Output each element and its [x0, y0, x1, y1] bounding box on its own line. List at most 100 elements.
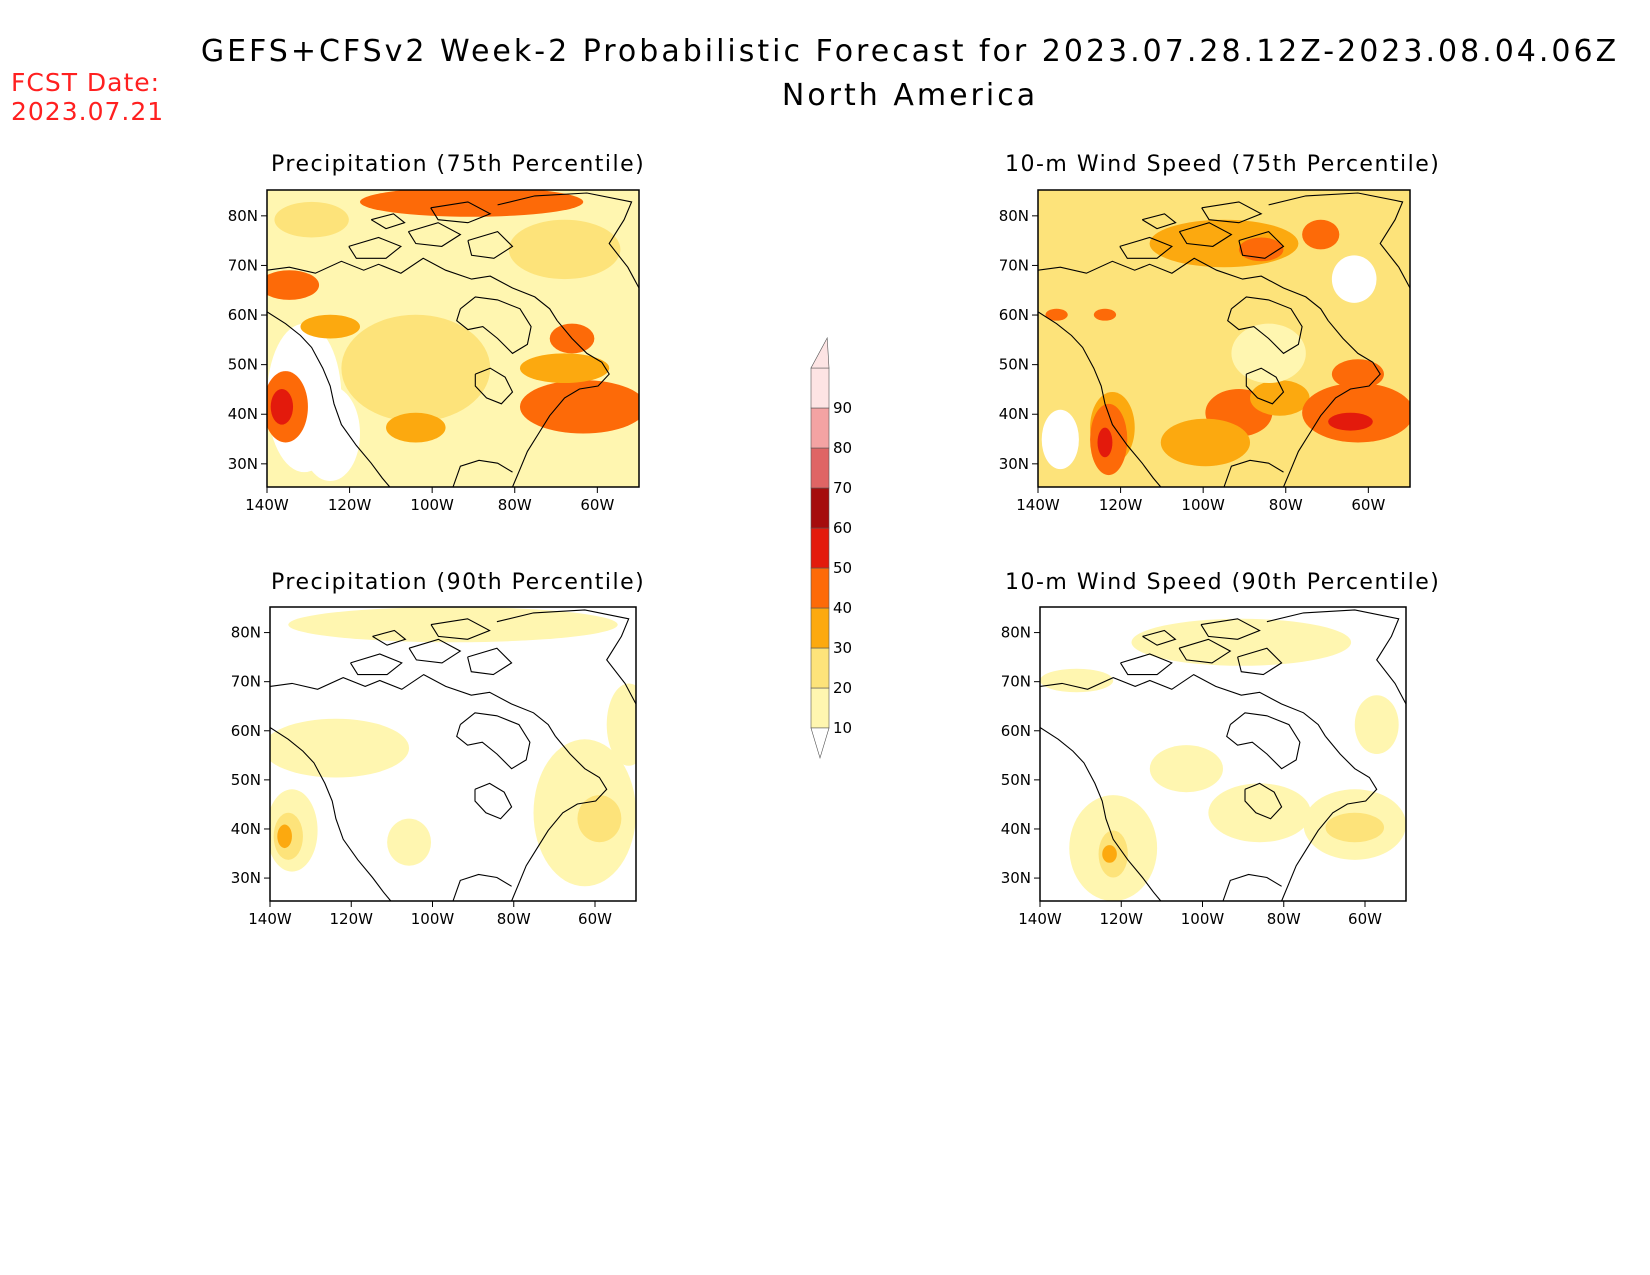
- lat-label: 30N: [1001, 869, 1031, 887]
- coastline: [348, 236, 402, 259]
- lat-label: 60N: [228, 306, 258, 324]
- coastline: [456, 712, 531, 770]
- shaded-region: [1325, 812, 1385, 843]
- lat-label: 70N: [1001, 673, 1031, 691]
- shaded-region: [1149, 745, 1223, 793]
- coastline: [267, 257, 558, 321]
- shaded-region: [300, 314, 360, 339]
- shaded-region: [274, 201, 349, 238]
- lat-label: 70N: [231, 673, 261, 691]
- coastline: [452, 873, 512, 901]
- colorbar-swatch: [810, 367, 830, 409]
- lon-label: 80W: [497, 910, 531, 928]
- colorbar-label: 10: [833, 719, 852, 737]
- lat-label: 30N: [228, 455, 258, 473]
- coastline: [1282, 320, 1381, 487]
- coastline: [497, 192, 639, 289]
- shaded-region: [1231, 323, 1306, 384]
- lon-label: 140W: [248, 910, 292, 928]
- panel-title-precip75: Precipitation (75th Percentile): [271, 152, 646, 177]
- chart-title: GEFS+CFSv2 Week-2 Probabilistic Forecast…: [0, 30, 1650, 118]
- coastline: [430, 618, 491, 640]
- coastline: [1120, 653, 1173, 676]
- lon-label: 80W: [1267, 910, 1301, 928]
- colorbar-label: 80: [833, 439, 852, 457]
- coastline: [467, 647, 513, 676]
- lat-label: 50N: [1001, 771, 1031, 789]
- shaded-region: [1160, 418, 1251, 467]
- colorbar-swatch: [810, 647, 830, 689]
- shaded-region: [1302, 383, 1410, 443]
- coastline: [1266, 609, 1406, 705]
- coastline: [1238, 230, 1285, 259]
- shaded-region: [1131, 618, 1352, 666]
- panel-title-wind90: 10-m Wind Speed (90th Percentile): [1005, 570, 1441, 595]
- colorbar-swatch: [810, 567, 830, 609]
- map-frame: [269, 606, 637, 902]
- shaded-region: [519, 380, 639, 434]
- map-frame: [1039, 606, 1407, 902]
- shaded-region: [606, 683, 636, 766]
- map-frame: [1037, 189, 1411, 488]
- lon-label: 140W: [1018, 910, 1062, 928]
- lat-label: 40N: [231, 820, 261, 838]
- shaded-region: [387, 818, 432, 866]
- colorbar-swatch: [810, 407, 830, 449]
- shaded-region: [1102, 845, 1117, 863]
- lon-label: 120W: [328, 496, 372, 514]
- lat-label: 70N: [228, 256, 258, 274]
- lat-label: 60N: [231, 722, 261, 740]
- lon-label: 100W: [1181, 496, 1225, 514]
- shaded-region: [1302, 219, 1340, 250]
- colorbar-swatch: [810, 527, 830, 569]
- colorbar: 10 20 30 40 50 60 70 80 90: [810, 336, 852, 760]
- coastline: [1222, 873, 1282, 901]
- coastline: [1226, 712, 1301, 770]
- shaded-region: [270, 718, 410, 778]
- panel-title-precip90: Precipitation (90th Percentile): [271, 570, 646, 595]
- shaded-region: [1250, 380, 1310, 416]
- region-subtitle: North America: [781, 78, 1039, 113]
- lon-label: 60W: [1351, 496, 1385, 514]
- coastline: [1141, 213, 1177, 230]
- lat-label: 30N: [231, 869, 261, 887]
- coastline: [474, 367, 514, 405]
- coastline: [267, 311, 391, 487]
- forecast-date-block: FCST Date: 2023.07.21: [11, 68, 164, 126]
- shaded-region: [300, 386, 360, 482]
- coastline: [496, 609, 636, 705]
- lat-label: 40N: [228, 405, 258, 423]
- lat-label: 80N: [999, 207, 1029, 225]
- shaded-region: [508, 219, 621, 280]
- shaded-region: [1354, 695, 1399, 754]
- coastline: [408, 638, 462, 664]
- coastline: [1237, 647, 1283, 676]
- shaded-region: [267, 270, 320, 300]
- coastline: [467, 230, 514, 259]
- coastline: [1038, 311, 1162, 487]
- coastline: [1040, 727, 1162, 901]
- coastline: [270, 673, 556, 737]
- colorbar-swatch: [810, 487, 830, 529]
- shaded-region: [1331, 255, 1377, 303]
- coastline: [1268, 192, 1410, 289]
- lat-label: 80N: [228, 207, 258, 225]
- colorbar-label: 90: [833, 399, 852, 417]
- colorbar-swatch: [810, 687, 830, 729]
- coastline: [1040, 673, 1326, 737]
- coastline: [456, 296, 532, 355]
- coastline: [1038, 257, 1329, 321]
- lon-label: 140W: [245, 496, 289, 514]
- coastline: [1244, 782, 1283, 820]
- lon-label: 140W: [1016, 496, 1060, 514]
- colorbar-label: 40: [833, 599, 852, 617]
- lon-label: 120W: [330, 910, 374, 928]
- lon-label: 60W: [578, 910, 612, 928]
- coastline: [370, 213, 406, 230]
- shaded-region: [1328, 412, 1373, 431]
- coastline: [407, 222, 462, 247]
- coastline: [1223, 459, 1284, 487]
- shaded-region: [277, 824, 292, 849]
- lat-label: 30N: [999, 455, 1029, 473]
- coastline: [452, 459, 513, 487]
